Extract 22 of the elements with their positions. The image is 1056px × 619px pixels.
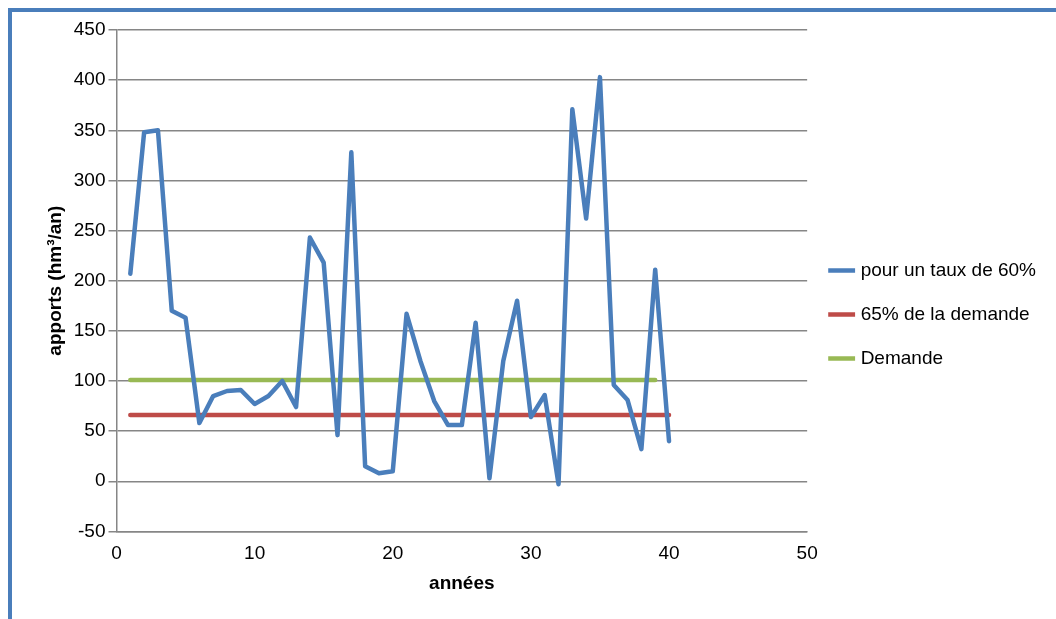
y-tick-label: 0 [94, 469, 106, 491]
legend-label: pour un taux de 60% [860, 258, 1037, 280]
x-tick-label: 40 [658, 542, 680, 564]
y-axis-title: apports (hm³/an) [43, 205, 65, 356]
x-axis-title: années [429, 571, 495, 593]
x-tick-label: 30 [520, 542, 542, 564]
y-tick-label: 100 [73, 369, 106, 391]
x-tick-label: 20 [382, 542, 404, 564]
y-tick-label: 50 [84, 419, 106, 441]
y-tick-label: 250 [73, 218, 106, 240]
y-tick-label: 400 [73, 68, 106, 90]
y-tick-label: 450 [73, 18, 106, 40]
legend-label: Demande [860, 346, 944, 368]
x-tick-label: 0 [111, 542, 122, 564]
y-tick-label: 300 [73, 168, 106, 190]
y-tick-label: 150 [73, 319, 106, 341]
y-tick-label: 350 [73, 118, 106, 140]
x-tick-label: 10 [244, 542, 266, 564]
legend-label: 65% de la demande [860, 302, 1030, 324]
x-tick-label: 50 [796, 542, 818, 564]
y-tick-label: -50 [78, 519, 106, 541]
y-tick-label: 200 [73, 268, 106, 290]
